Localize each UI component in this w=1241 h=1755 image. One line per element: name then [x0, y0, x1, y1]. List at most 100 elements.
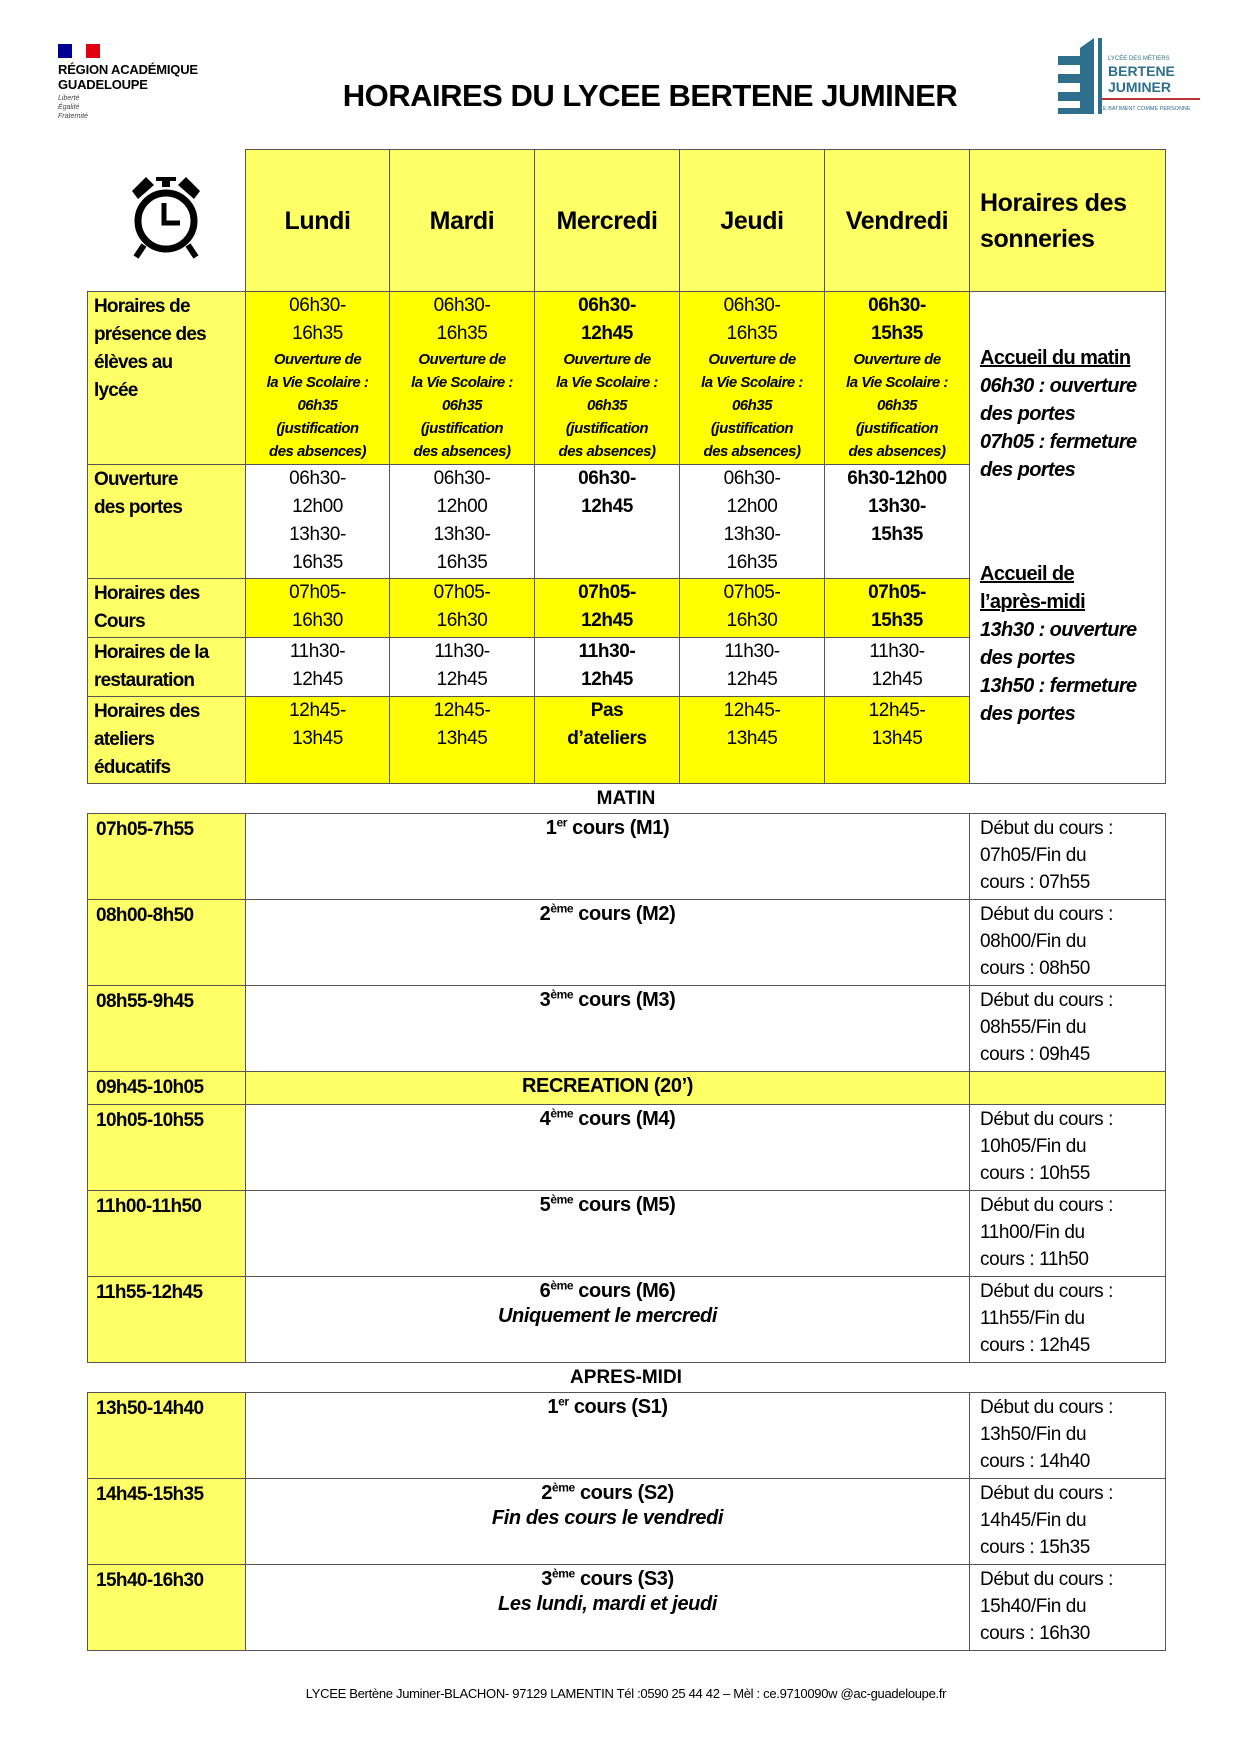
alarm-clock-cell — [88, 150, 246, 292]
course-label: 5ème cours (M5) — [246, 1191, 969, 1219]
day-cell-jeudi: 12h45- 13h45 — [679, 696, 825, 784]
course-name: cours (M3) — [573, 989, 676, 1011]
motto-line: Fraternité — [58, 113, 88, 120]
time-range: 12h45- 13h45 — [433, 700, 491, 749]
day-cell-mercredi: 11h30- 12h45 — [534, 637, 680, 697]
section-table: 07h05-7h55 1er cours (M1) Début du cours :… — [87, 813, 1166, 1363]
section-table: 13h50-14h40 1er cours (S1) Début du cours … — [87, 1392, 1166, 1651]
time-range: 06h30- 12h00 13h30- 16h35 — [289, 468, 346, 573]
course-cell: 3ème cours (M3) — [245, 985, 970, 1072]
course-note: Fin des cours le vendredi — [491, 1507, 724, 1529]
ordinal-suffix: ème — [550, 987, 574, 1002]
course-number: 6 — [539, 1280, 551, 1302]
course-times: Début du cours : 08h00/Fin du cours : 08… — [969, 899, 1166, 986]
time-range: 11h30- 12h45 — [289, 641, 346, 690]
ordinal-suffix: ème — [551, 1480, 575, 1495]
sections: MATIN 07h05-7h55 1er cours (M1) Début du co… — [87, 784, 1166, 1651]
course-label: 3ème cours (S3) — [246, 1565, 969, 1593]
ordinal-suffix: ème — [550, 1192, 574, 1207]
time-range: 12h45- 13h45 — [868, 700, 926, 749]
svg-text:LYCÉE DES MÉTIERS: LYCÉE DES MÉTIERS — [1108, 55, 1170, 62]
french-flag-icon — [58, 44, 100, 58]
time-range: 06h30- 15h35 — [868, 295, 926, 344]
day-cell-jeudi: 06h30- 12h00 13h30- 16h35 — [679, 464, 825, 579]
course-name: cours (M1) — [567, 817, 670, 839]
alarm-clock-icon — [132, 176, 201, 259]
schedule-row: Horaires de présence des élèves au lycée… — [87, 291, 1166, 784]
time-slot: 13h50-14h40 — [87, 1392, 246, 1479]
course-number: 1 — [547, 1396, 559, 1418]
time-range: 06h30- 16h35 — [433, 295, 491, 344]
course-times: Début du cours : 08h55/Fin du cours : 09… — [969, 985, 1166, 1072]
day-cell-lundi: 12h45- 13h45 — [245, 696, 390, 784]
time-range: 07h05- 16h30 — [433, 582, 491, 631]
time-range: 07h05- 16h30 — [723, 582, 781, 631]
course-number: 2 — [539, 903, 551, 925]
row-label: Ouverture des portes — [87, 464, 246, 579]
course-name: cours (M5) — [573, 1194, 676, 1216]
sonneries-cell: Accueil du matin 06h30 : ouverture des po… — [969, 291, 1166, 784]
course-row: 11h00-11h50 5ème cours (M5) Début du cours… — [87, 1190, 1166, 1277]
course-name: cours (M2) — [573, 903, 676, 925]
day-cell-mardi: 06h30- 16h35 Ouverture de la Vie Scolaire… — [389, 291, 535, 465]
course-label: 2ème cours (S2) — [246, 1479, 969, 1507]
time-range: 06h30- 12h00 13h30- 16h35 — [723, 468, 781, 573]
course-row: 13h50-14h40 1er cours (S1) Début du cours … — [87, 1392, 1166, 1479]
time-range: 11h30- 12h45 — [578, 641, 636, 690]
day-cell-mercredi: Pas d’ateliers — [534, 696, 680, 784]
time-range: 06h30- 16h35 — [723, 295, 781, 344]
course-times: Début du cours : 10h05/Fin du cours : 10… — [969, 1104, 1166, 1191]
region-academique-logo: RÉGION ACADÉMIQUE GUADELOUPE Liberté Égali… — [58, 44, 238, 129]
day-cell-mardi: 06h30- 12h00 13h30- 16h35 — [389, 464, 535, 579]
lycee-logo: LYCÉE DES MÉTIERS BERTENE JUMINER LE BAT… — [1058, 34, 1203, 124]
course-row: 08h55-9h45 3ème cours (M3) Début du cours … — [87, 985, 1166, 1072]
time-range: 06h30- 16h35 — [289, 295, 346, 344]
footer-contact: LYCEE Bertène Juminer-BLACHON- 97129 LAM… — [305, 1686, 947, 1701]
time-range: 11h30- 12h45 — [869, 641, 925, 690]
time-slot: 08h00-8h50 — [87, 899, 246, 986]
vie-scolaire-note: Ouverture de la Vie Scolaire : 06h35 (ju… — [701, 351, 803, 460]
course-name: cours (S2) — [574, 1482, 674, 1504]
time-slot: 11h55-12h45 — [87, 1276, 246, 1363]
row-label: Horaires des ateliers éducatifs — [87, 696, 246, 784]
day-cell-mardi: 07h05- 16h30 — [389, 578, 535, 638]
course-times: Début du cours : 11h55/Fin du cours : 12… — [969, 1276, 1166, 1363]
schedule-row: Horaires de la restauration 11h30- 12h45 1… — [87, 637, 1166, 697]
course-note: Les lundi, mardi et jeudi — [498, 1593, 717, 1615]
course-times: Début du cours : 11h00/Fin du cours : 11… — [969, 1190, 1166, 1277]
course-name: cours (M4) — [573, 1108, 676, 1130]
time-range: 12h45- 13h45 — [289, 700, 346, 749]
day-header-mardi: Mardi — [389, 149, 535, 292]
course-label: 4ème cours (M4) — [246, 1105, 969, 1133]
afternoon-text: 13h30 : ouverture des portes 13h50 : fer… — [980, 619, 1137, 725]
sonneries-header: Horaires des sonneries — [969, 149, 1166, 292]
course-times: Début du cours : 15h40/Fin du cours : 16… — [969, 1564, 1166, 1651]
schedule-row: Ouverture des portes 06h30- 12h00 13h30- … — [87, 464, 1166, 579]
ordinal-suffix: ème — [551, 1566, 575, 1581]
vie-scolaire-note: Ouverture de la Vie Scolaire : 06h35 (ju… — [266, 351, 369, 460]
day-cell-jeudi: 07h05- 16h30 — [679, 578, 825, 638]
break-label: RECREATION (20’) — [245, 1071, 970, 1105]
time-slot: 11h00-11h50 — [87, 1190, 246, 1277]
course-cell: 2ème cours (S2) Fin des cours le vendredi — [245, 1478, 970, 1565]
course-cell: 3ème cours (S3) Les lundi, mardi et jeudi — [245, 1564, 970, 1651]
course-row: 14h45-15h35 2ème cours (S2) Fin des cours … — [87, 1478, 1166, 1565]
ordinal-suffix: er — [556, 815, 567, 830]
course-number: 3 — [539, 989, 551, 1011]
course-name: cours (M6) — [573, 1280, 676, 1302]
day-cell-mercredi: 06h30- 12h45 — [534, 464, 680, 579]
schedule-overview-table: Lundi Mardi Mercredi Jeudi Vendredi Horaires … — [87, 149, 1166, 784]
row-label: Horaires de la restauration — [87, 637, 246, 697]
time-range: 06h30- 12h45 — [578, 295, 636, 344]
motto-line: Égalité — [58, 104, 80, 111]
svg-text:LE BATIMENT COMME PERSONNE: LE BATIMENT COMME PERSONNE — [1100, 106, 1191, 112]
vie-scolaire-note: Ouverture de la Vie Scolaire : 06h35 (ju… — [556, 351, 658, 460]
morning-title: Accueil du matin — [980, 347, 1131, 369]
time-range: 06h30- 12h45 — [578, 468, 636, 517]
ordinal-suffix: ème — [550, 901, 574, 916]
course-number: 3 — [541, 1568, 552, 1590]
logo-line: RÉGION ACADÉMIQUE — [58, 62, 198, 77]
time-range: 07h05- 15h35 — [868, 582, 926, 631]
course-number: 4 — [539, 1108, 551, 1130]
day-cell-jeudi: 11h30- 12h45 — [679, 637, 825, 697]
